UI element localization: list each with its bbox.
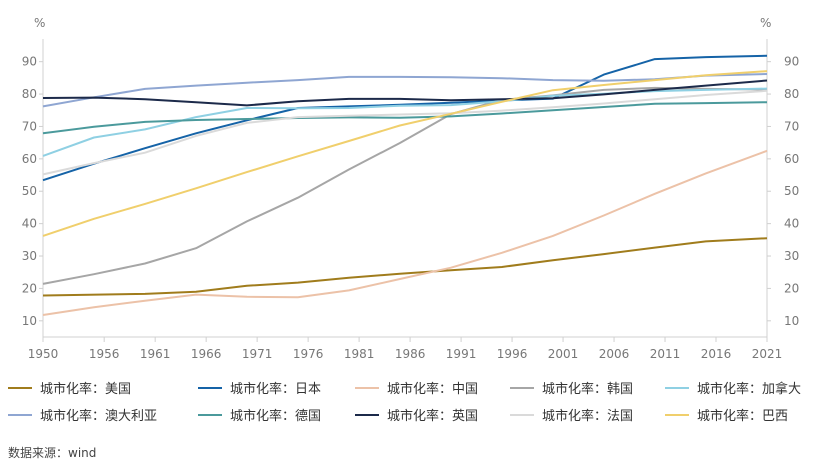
legend-item: 城市化率：加拿大 [665,378,815,397]
legend-item: 城市化率：英国 [355,405,510,424]
x-tick-label: 1981 [344,347,375,361]
source-note: 数据来源：wind [8,446,97,460]
legend-swatch [510,386,534,389]
series-line [42,237,768,297]
legend-label: 城市化率：韩国 [542,382,634,397]
x-tick-label: 1976 [293,347,324,361]
legend-row: 城市化率：澳大利亚 城市化率：德国 城市化率：英国 城市化率：法国 城市化率：巴西 [8,401,833,428]
legend-swatch [8,386,32,389]
legend-swatch [355,413,379,416]
legend-label: 城市化率：日本 [230,382,322,397]
legend-swatch [198,386,222,389]
legend-item: 城市化率：日本 [198,378,355,397]
x-tick-label: 1966 [191,347,222,361]
legend-item: 城市化率：中国 [355,378,510,397]
x-tick-label: 1996 [497,347,528,361]
series-line [42,89,768,176]
x-tick-label: 2011 [650,347,681,361]
y-tick-label-left: 10 [22,314,37,328]
x-tick-label: 1986 [395,347,426,361]
legend-swatch [665,413,689,416]
y-tick-label-right: 30 [784,249,799,263]
series-lines [42,54,768,316]
series-line [42,70,768,237]
legend-label: 城市化率：德国 [230,409,322,424]
x-tick-label: 2016 [701,347,732,361]
series-line [42,149,768,316]
y-tick-label-right: 10 [784,314,799,328]
y-tick-label-left: 70 [22,119,37,133]
legend-label: 城市化率：英国 [387,409,479,424]
x-tick-label: 1950 [28,347,59,361]
legend: 城市化率：美国 城市化率：日本 城市化率：中国 城市化率：韩国 城市化率：加拿大 城市化… [8,374,833,428]
legend-item: 城市化率：美国 [8,378,198,397]
y-tick-label-left: 80 [22,87,37,101]
legend-swatch [355,386,379,389]
y-tick-label-left: 50 [22,184,37,198]
x-tick-label: 1971 [242,347,273,361]
legend-label: 城市化率：加拿大 [697,382,802,397]
legend-label: 城市化率：澳大利亚 [40,409,158,424]
y-tick-label-right: 70 [784,119,799,133]
series-line [42,86,768,285]
y-tick-label-left: 60 [22,152,37,166]
y-tick-label-left: 90 [22,55,37,69]
line-chart: % % 10 20 30 40 50 60 70 80 90 10 20 30 40 50 60 70 80 9… [22,16,800,361]
y-axis-left-ticks: 10 20 30 40 50 60 70 80 90 [22,55,43,328]
y-axis-right-ticks: 10 20 30 40 50 60 70 80 90 [767,55,799,328]
series-line [42,79,768,107]
y-tick-label-left: 30 [22,249,37,263]
legend-item: 城市化率：澳大利亚 [8,405,198,424]
legend-swatch [510,413,534,416]
x-tick-label: 1956 [89,347,120,361]
legend-row: 城市化率：美国 城市化率：日本 城市化率：中国 城市化率：韩国 城市化率：加拿大 [8,374,833,401]
series-line [42,101,768,135]
y-tick-label-right: 80 [784,87,799,101]
y-tick-label-right: 90 [784,55,799,69]
y-tick-label-right: 40 [784,217,799,231]
x-tick-label: 2006 [599,347,630,361]
legend-item: 城市化率：德国 [198,405,355,424]
y-axis-right-unit: % [760,16,771,30]
legend-label: 城市化率：中国 [387,382,479,397]
legend-swatch [665,386,689,389]
y-tick-label-right: 50 [784,184,799,198]
x-tick-label: 2001 [548,347,579,361]
y-tick-label-right: 60 [784,152,799,166]
y-tick-label-right: 20 [784,281,799,295]
legend-label: 城市化率：美国 [40,382,132,397]
x-tick-label: 2021 [752,347,783,361]
legend-label: 城市化率：巴西 [697,409,789,424]
x-axis-ticks: 1950 1956 1961 1966 1971 1976 1981 1986 1991 1996… [28,337,783,361]
y-tick-label-left: 20 [22,281,37,295]
legend-item: 城市化率：韩国 [510,378,665,397]
y-tick-label-left: 40 [22,217,37,231]
x-tick-label: 1961 [140,347,171,361]
legend-swatch [8,413,32,416]
legend-item: 城市化率：法国 [510,405,665,424]
legend-item: 城市化率：巴西 [665,405,815,424]
series-line [42,73,768,108]
y-axis-left-unit: % [34,16,45,30]
legend-swatch [198,413,222,416]
x-tick-label: 1991 [446,347,477,361]
legend-label: 城市化率：法国 [542,409,634,424]
